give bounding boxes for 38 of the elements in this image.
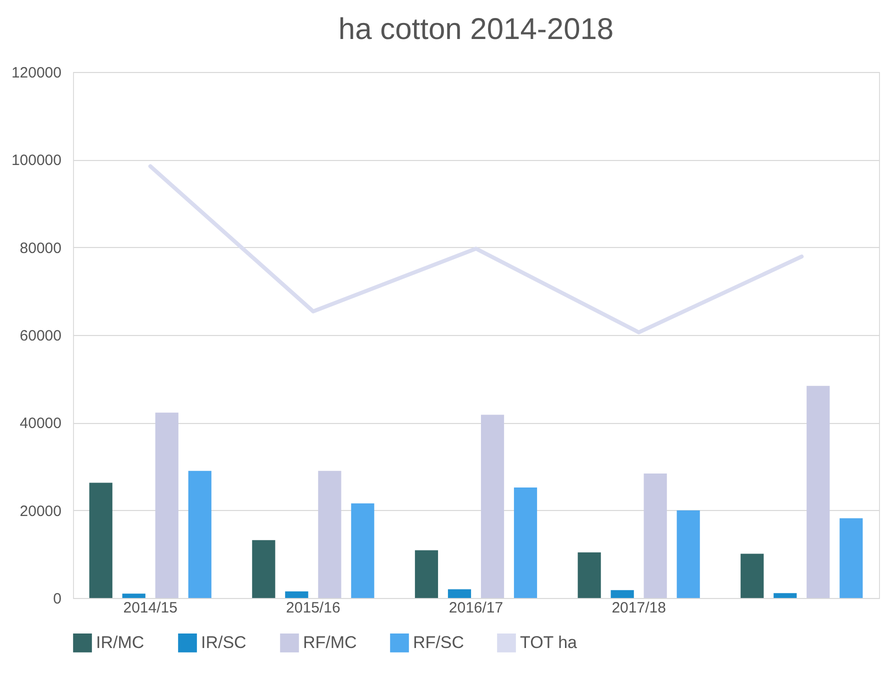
bar: [122, 594, 146, 598]
chart-title: ha cotton 2014-2018: [338, 13, 614, 46]
bar: [89, 482, 112, 598]
bar: [514, 488, 538, 598]
bar: [318, 470, 342, 598]
bar: [578, 552, 601, 598]
bar: [610, 590, 634, 598]
bar: [840, 518, 863, 598]
bar: [285, 591, 308, 598]
y-tick-label: 0: [53, 590, 62, 608]
x-tick-label: 2015/16: [286, 600, 340, 616]
bar: [414, 550, 438, 598]
bar: [252, 540, 276, 598]
x-tick-label: 2014/15: [123, 600, 178, 616]
bar: [448, 589, 472, 598]
y-tick-label: 60000: [20, 328, 62, 344]
bar: [480, 414, 504, 598]
y-tick-label: 20000: [20, 502, 62, 520]
legend-label: TOT ha: [520, 632, 578, 652]
legend-label: IR/SC: [201, 632, 246, 652]
bar: [676, 510, 700, 598]
legend-label: RF/MC: [303, 632, 357, 652]
bar: [806, 386, 830, 598]
bar: [774, 593, 797, 598]
y-tick-label: 80000: [20, 240, 62, 257]
bar: [644, 474, 667, 598]
y-tick-label: 120000: [11, 64, 62, 82]
legend-label: IR/MC: [96, 632, 144, 652]
bar: [351, 503, 374, 598]
bar: [155, 412, 178, 598]
bar: [740, 554, 764, 598]
legend-label: RF/SC: [413, 632, 464, 652]
line-series: [148, 164, 804, 334]
y-tick-label: 100000: [11, 152, 62, 170]
y-tick-label: 40000: [20, 415, 62, 432]
x-tick-label: 2016/17: [448, 600, 504, 616]
bar: [188, 470, 212, 598]
x-tick-label: 2017/18: [612, 600, 666, 616]
